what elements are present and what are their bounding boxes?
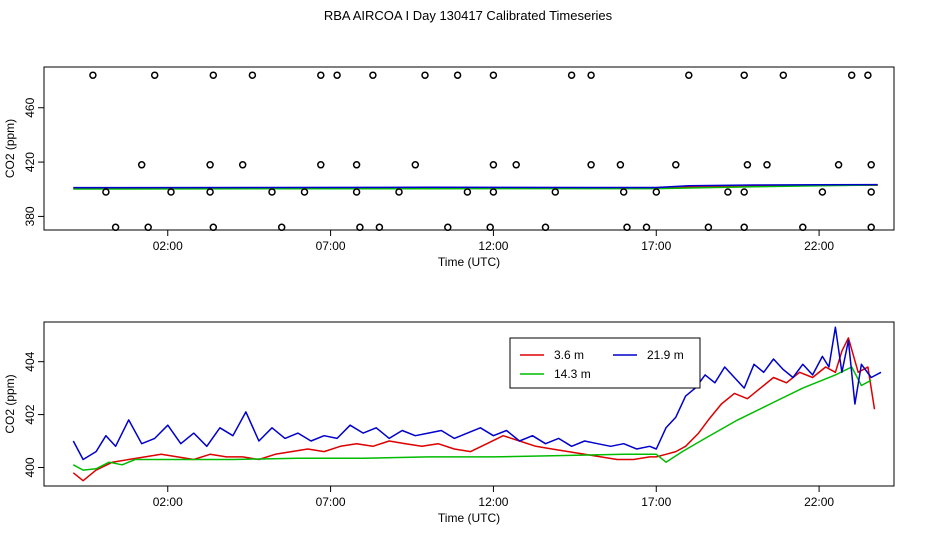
x-tick-label: 02:00 bbox=[153, 495, 183, 509]
scatter-point bbox=[652, 188, 661, 196]
scatter-point bbox=[867, 223, 875, 232]
y-axis-label: CO2 (ppm) bbox=[3, 374, 17, 433]
scatter-point bbox=[453, 71, 462, 79]
scatter-point bbox=[486, 223, 494, 232]
scatter-point bbox=[352, 161, 361, 169]
scatter-point bbox=[847, 71, 856, 79]
figure-title: RBA AIRCOA I Day 130417 Calibrated Times… bbox=[323, 8, 613, 23]
y-tick-label: 380 bbox=[23, 206, 37, 226]
scatter-point bbox=[541, 223, 550, 232]
scatter-point bbox=[411, 161, 420, 169]
scatter-point bbox=[864, 71, 872, 79]
y-tick-label: 404 bbox=[23, 351, 37, 371]
scatter-point bbox=[779, 71, 788, 79]
x-tick-label: 12:00 bbox=[478, 495, 508, 509]
x-tick-label: 07:00 bbox=[316, 239, 346, 253]
x-tick-label: 02:00 bbox=[153, 239, 183, 253]
legend-label: 3.6 m bbox=[554, 348, 584, 362]
scatter-point bbox=[740, 223, 748, 232]
scatter-point bbox=[352, 188, 361, 196]
scatter-point bbox=[89, 71, 97, 79]
scatter-point bbox=[238, 161, 247, 169]
scatter-point bbox=[489, 161, 498, 169]
scatter-point bbox=[623, 223, 631, 232]
x-tick-label: 17:00 bbox=[641, 495, 671, 509]
y-axis-label: CO2 (ppm) bbox=[3, 119, 17, 178]
scatter-point bbox=[356, 223, 364, 232]
y-tick-label: 460 bbox=[23, 97, 37, 117]
legend-label: 14.3 m bbox=[554, 367, 591, 381]
scatter-point bbox=[463, 188, 472, 196]
scatter-point bbox=[111, 223, 120, 232]
scatter-point bbox=[763, 161, 771, 169]
scatter-point bbox=[421, 71, 429, 79]
scatter-point bbox=[672, 161, 680, 169]
scatter-point bbox=[743, 161, 752, 169]
scatter-point bbox=[704, 223, 713, 232]
scatter-point bbox=[685, 71, 693, 79]
scatter-point bbox=[799, 223, 807, 232]
scatter-point bbox=[268, 188, 276, 196]
legend-label: 21.9 m bbox=[647, 348, 684, 362]
scatter-point bbox=[209, 71, 218, 79]
legend-box bbox=[509, 337, 701, 389]
series-line-2 bbox=[72, 326, 882, 461]
scatter-point bbox=[489, 71, 498, 79]
scatter-point bbox=[317, 71, 325, 79]
series-line-0 bbox=[72, 337, 876, 482]
series-line-2 bbox=[73, 183, 878, 189]
scatter-point bbox=[551, 188, 560, 196]
x-axis-label: Time (UTC) bbox=[438, 255, 500, 269]
scatter-point bbox=[300, 188, 309, 196]
x-axis-label: Time (UTC) bbox=[438, 511, 500, 525]
scatter-point bbox=[369, 71, 377, 79]
scatter-point bbox=[206, 161, 214, 169]
scatter-point bbox=[587, 71, 595, 79]
scatter-point bbox=[206, 188, 214, 196]
x-tick-label: 17:00 bbox=[641, 239, 671, 253]
scatter-point bbox=[150, 71, 159, 79]
scatter-point bbox=[512, 161, 520, 169]
series-line-1 bbox=[72, 366, 872, 471]
scatter-point bbox=[489, 188, 498, 196]
scatter-point bbox=[444, 223, 452, 232]
scatter-point bbox=[317, 161, 325, 169]
y-tick-label: 400 bbox=[23, 457, 37, 477]
scatter-point bbox=[616, 161, 625, 169]
scatter-point bbox=[834, 161, 843, 169]
scatter-point bbox=[167, 188, 175, 196]
x-tick-label: 07:00 bbox=[316, 495, 346, 509]
scatter-point bbox=[102, 188, 110, 196]
y-tick-label: 402 bbox=[23, 404, 37, 424]
scatter-point bbox=[375, 223, 384, 232]
scatter-point bbox=[867, 161, 875, 169]
scatter-point bbox=[642, 223, 651, 232]
x-tick-label: 22:00 bbox=[804, 495, 834, 509]
scatter-point bbox=[248, 71, 257, 79]
plot-frame bbox=[43, 321, 895, 487]
bottom-panel: 02:00 07:00 12:00 17:00 22:00 400 402 404 Time (… bbox=[3, 321, 895, 525]
top-panel: 02:00 07:00 12:00 17:00 22:00 380 420 460 Time (… bbox=[3, 66, 895, 269]
scatter-point bbox=[209, 223, 218, 232]
scatter-point bbox=[567, 71, 576, 79]
legend: 3.6 m 21.9 m 14.3 m bbox=[509, 337, 701, 389]
scatter-point bbox=[818, 188, 827, 196]
scatter-point bbox=[740, 188, 748, 196]
scatter-point bbox=[740, 71, 748, 79]
scatter-point bbox=[619, 188, 628, 196]
scatter-point bbox=[137, 161, 146, 169]
plot-frame bbox=[43, 66, 895, 231]
x-tick-label: 12:00 bbox=[478, 239, 508, 253]
scatter-point bbox=[333, 71, 341, 79]
x-tick-label: 22:00 bbox=[804, 239, 834, 253]
scatter-point bbox=[277, 223, 286, 232]
scatter-point bbox=[144, 223, 152, 232]
scatter-point bbox=[587, 161, 595, 169]
y-tick-label: 420 bbox=[23, 152, 37, 172]
scatter-point bbox=[395, 188, 403, 196]
scatter-point bbox=[724, 188, 732, 196]
scatter-point bbox=[867, 188, 875, 196]
